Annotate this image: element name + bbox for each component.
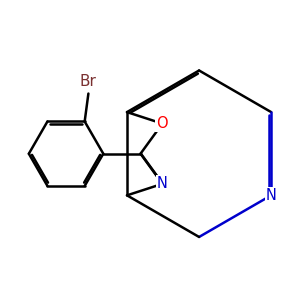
Text: N: N xyxy=(157,176,168,191)
Text: Br: Br xyxy=(80,74,97,89)
Text: O: O xyxy=(157,116,168,131)
Text: N: N xyxy=(266,188,277,203)
